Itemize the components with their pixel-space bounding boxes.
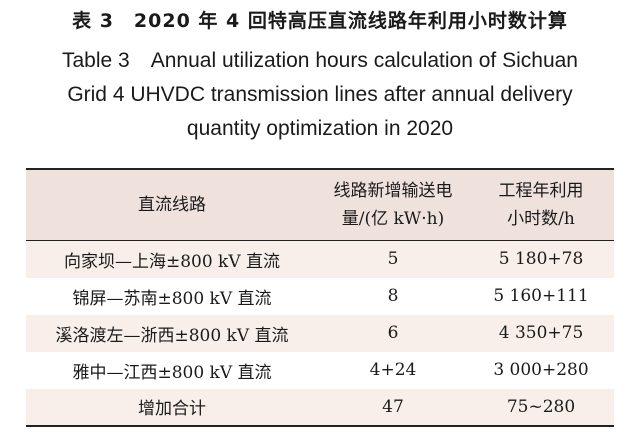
cell-dc-line: 溪洛渡左—浙西±800 kV 直流 [55,325,289,346]
table-header: 直流线路 线路新增输送电 量/(亿 kW·h) 工程年利用 小时数/h [26,169,614,241]
table-row-total: 增加合计 47 75~280 [26,388,614,426]
cell-added-transmission: 4+24 [369,360,417,380]
cell-dc-line: 雅中—江西±800 kV 直流 [72,362,272,383]
cell-utilization-hours: 5 180+78 [498,249,584,270]
header-row: 直流线路 线路新增输送电 量/(亿 kW·h) 工程年利用 小时数/h [26,169,614,241]
header-utilization-hours: 工程年利用 小时数/h [468,169,614,241]
header-utilization-hours-line-1: 工程年利用 [498,181,584,201]
table-caption-english-line-3: quantity optimization in 2020 [186,117,454,140]
table-caption-english-line-2: Grid 4 UHVDC transmission lines after an… [67,83,573,106]
cell-dc-line: 增加合计 [138,399,206,419]
cell-utilization-hours: 5 160+111 [493,286,589,306]
cell-utilization-hours: 4 350+75 [498,323,584,343]
header-added-transmission-line-2: 量/(亿 kW·h) [341,209,445,229]
header-added-transmission: 线路新增输送电 量/(亿 kW·h) [318,169,468,241]
cell-utilization-hours: 3 000+280 [493,360,589,380]
table-row: 向家坝—上海±800 kV 直流 5 5 180+78 [26,240,614,278]
header-utilization-hours-line-2: 小时数/h [507,209,575,229]
cell-utilization-hours: 75~280 [506,396,576,417]
cell-added-transmission: 5 [387,249,399,270]
table-body: 向家坝—上海±800 kV 直流 5 5 180+78 锦屏—苏南±800 kV… [26,240,614,426]
cell-added-transmission: 47 [382,396,404,417]
table-row: 雅中—江西±800 kV 直流 4+24 3 000+280 [26,351,614,389]
utilization-hours-table: 直流线路 线路新增输送电 量/(亿 kW·h) 工程年利用 小时数/h 向家坝—… [26,168,614,427]
cell-added-transmission: 6 [387,323,399,343]
table-row: 溪洛渡左—浙西±800 kV 直流 6 4 350+75 [26,314,614,352]
table-caption-chinese: 表 3 2020 年 4 回特高压直流线路年利用小时数计算 [72,10,568,32]
header-added-transmission-line-1: 线路新增输送电 [333,181,453,201]
table-caption-english-line-1: Table 3 Annual utilization hours calcula… [62,49,578,72]
cell-added-transmission: 8 [387,286,399,306]
cell-dc-line: 锦屏—苏南±800 kV 直流 [72,288,272,309]
header-dc-line: 直流线路 [138,195,206,215]
table-row: 锦屏—苏南±800 kV 直流 8 5 160+111 [26,277,614,315]
cell-dc-line: 向家坝—上海±800 kV 直流 [63,251,281,272]
